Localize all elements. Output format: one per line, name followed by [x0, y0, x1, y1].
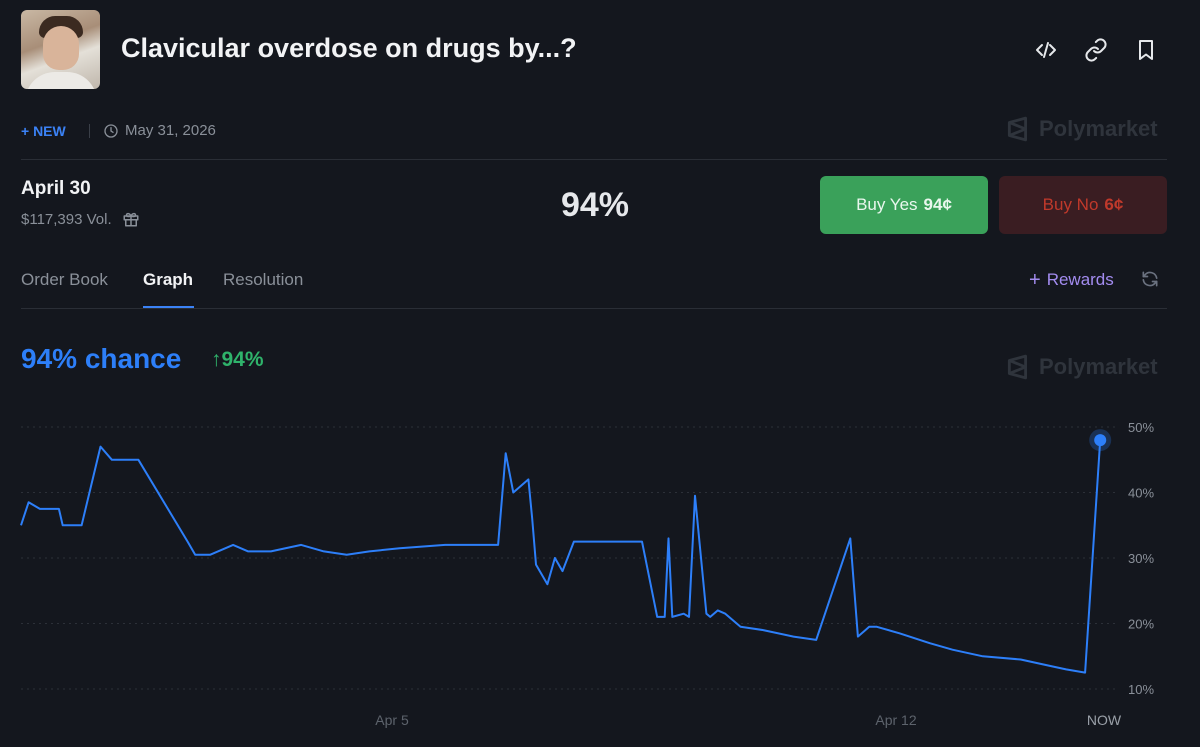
rewards-label: Rewards [1046, 270, 1114, 289]
embed-code-icon[interactable] [1034, 38, 1058, 62]
y-tick-label: 40% [1128, 486, 1154, 501]
volume-text: $117,393 Vol. [21, 210, 112, 228]
gift-icon[interactable] [122, 210, 140, 228]
header-divider [21, 159, 1167, 160]
clock-icon [104, 123, 118, 138]
buy-no-price: 6¢ [1104, 195, 1124, 214]
y-tick-label: 10% [1128, 682, 1154, 697]
price-chart[interactable]: 10% 20% 30% 40% 50% Apr 5 Apr 12 NOW [0, 410, 1200, 747]
end-date-text: May 31, 2026 [125, 122, 216, 139]
x-tick-label: NOW [1087, 712, 1122, 728]
new-badge: + NEW [21, 123, 66, 139]
outcome-probability: 94% [560, 186, 630, 224]
market-title: Clavicular overdose on drugs by...? [121, 33, 577, 63]
outcome-name: April 30 [21, 178, 91, 199]
polymarket-logo-icon [1007, 354, 1027, 380]
polymarket-brand-chart: Polymarket [1039, 354, 1158, 379]
plus-icon: + [1029, 268, 1041, 291]
chance-value: 94% chance [21, 343, 182, 374]
y-tick-label: 20% [1128, 617, 1154, 632]
tab-resolution[interactable]: Resolution [223, 270, 304, 289]
meta-divider [89, 124, 90, 138]
rewards-button[interactable]: + Rewards [1029, 270, 1114, 290]
tab-order-book[interactable]: Order Book [21, 270, 108, 289]
x-tick-label: Apr 5 [375, 712, 409, 728]
end-date: May 31, 2026 [103, 122, 216, 139]
bookmark-icon[interactable] [1134, 38, 1158, 62]
x-tick-label: Apr 12 [875, 712, 916, 728]
buy-yes-price: 94¢ [923, 195, 952, 214]
buy-no-label: Buy No [1042, 195, 1099, 214]
active-tab-indicator [143, 306, 194, 308]
volume: $117,393 Vol. [21, 210, 140, 228]
market-avatar [21, 10, 100, 89]
polymarket-logo-icon [1007, 116, 1027, 142]
link-icon[interactable] [1084, 38, 1108, 62]
arrow-up-icon: ↑ [211, 348, 222, 371]
end-point-marker [1094, 434, 1107, 447]
buy-yes-button[interactable]: Buy Yes 94¢ [820, 176, 988, 234]
polymarket-watermark: Polymarket [1005, 116, 1158, 142]
buy-yes-label: Buy Yes [856, 195, 918, 214]
series-line-yes [20, 440, 1102, 674]
tabs-divider [21, 308, 1167, 309]
chance-change-text: 94% [221, 348, 264, 371]
buy-no-button[interactable]: Buy No 6¢ [999, 176, 1167, 234]
polymarket-brand: Polymarket [1039, 116, 1158, 141]
chance-change: ↑94% [211, 348, 264, 372]
refresh-icon[interactable] [1140, 269, 1160, 289]
y-tick-label: 50% [1128, 420, 1154, 435]
tab-graph[interactable]: Graph [143, 270, 194, 289]
polymarket-watermark-chart: Polymarket [1005, 354, 1158, 380]
y-tick-label: 30% [1128, 551, 1154, 566]
